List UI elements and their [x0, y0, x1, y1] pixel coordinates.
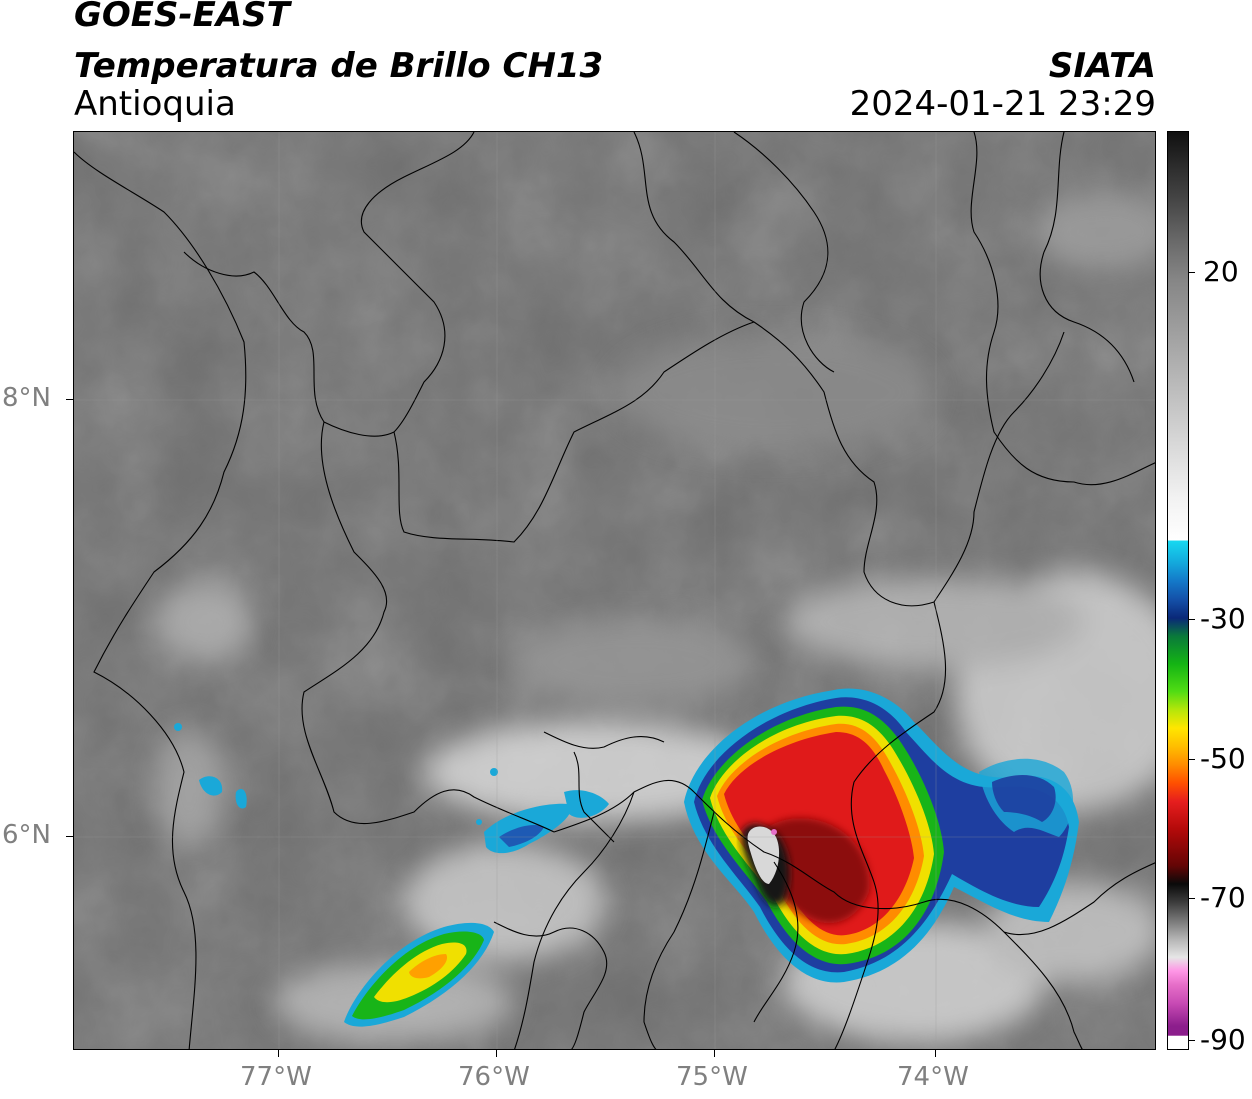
colorbar-tick [1189, 619, 1195, 620]
colorbar [1167, 131, 1189, 1050]
x-tick-mark [496, 1050, 497, 1057]
satellite-title: GOES-EAST [74, 0, 290, 35]
colorbar-label: -30 [1200, 602, 1246, 635]
lon-tick-label: 77°W [240, 1062, 312, 1092]
product-title: Temperatura de Brillo CH13 [74, 46, 604, 86]
colorbar-label: -50 [1200, 742, 1246, 775]
y-tick-mark [66, 836, 73, 837]
brightness-temperature-field [74, 132, 1155, 1049]
colorbar-label: 20 [1203, 255, 1239, 288]
boundaries [74, 132, 1155, 1049]
x-tick-mark [278, 1050, 279, 1057]
lat-tick-label: 6°N [2, 820, 51, 850]
satellite-map [73, 131, 1156, 1050]
region-title: Antioquia [74, 84, 236, 124]
x-tick-mark [714, 1050, 715, 1057]
convective-cloud-southwest [344, 922, 494, 1027]
x-tick-mark [935, 1050, 936, 1057]
convective-cloud-east [684, 688, 1079, 983]
agency-title: SIATA [1048, 46, 1156, 86]
datetime-label: 2024-01-21 23:29 [849, 84, 1156, 124]
graticule [74, 132, 1155, 1049]
lat-tick-label: 8°N [2, 383, 51, 413]
lon-tick-label: 74°W [897, 1062, 969, 1092]
colorbar-label: -90 [1200, 1023, 1246, 1056]
colorbar-label: -70 [1200, 881, 1246, 914]
y-tick-mark [66, 399, 73, 400]
lon-tick-label: 76°W [458, 1062, 530, 1092]
colorbar-tick [1189, 1040, 1195, 1041]
cold-cloud-patches [174, 723, 609, 854]
colorbar-tick [1189, 898, 1195, 899]
colorbar-tick [1189, 759, 1195, 760]
lon-tick-label: 75°W [676, 1062, 748, 1092]
colorbar-tick [1189, 272, 1195, 273]
